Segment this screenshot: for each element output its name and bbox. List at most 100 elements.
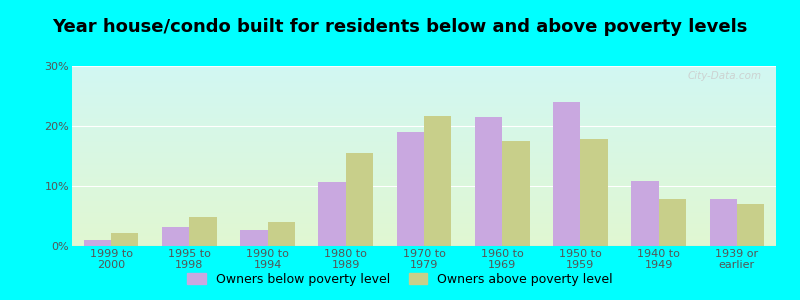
Bar	[72, 213, 776, 214]
Bar	[162, 227, 190, 246]
Bar	[72, 203, 776, 204]
Bar	[72, 86, 776, 87]
Bar	[72, 116, 776, 117]
Bar	[72, 181, 776, 182]
Bar	[72, 89, 776, 90]
Bar	[72, 231, 776, 232]
Bar	[72, 184, 776, 185]
Bar	[72, 145, 776, 146]
Bar	[72, 186, 776, 187]
Bar	[318, 182, 346, 246]
Bar	[72, 97, 776, 98]
Bar	[72, 235, 776, 236]
Bar	[72, 76, 776, 77]
Bar	[72, 160, 776, 161]
Bar	[72, 109, 776, 110]
Bar	[72, 216, 776, 217]
Bar	[72, 209, 776, 210]
Bar	[72, 95, 776, 96]
Bar	[72, 114, 776, 115]
Bar	[72, 170, 776, 171]
Bar	[72, 113, 776, 114]
Bar	[72, 146, 776, 147]
Bar	[72, 154, 776, 155]
Bar	[72, 96, 776, 97]
Bar	[84, 240, 111, 246]
Bar	[72, 104, 776, 105]
Bar	[72, 245, 776, 246]
Bar	[72, 195, 776, 196]
Bar	[72, 217, 776, 218]
Bar	[72, 199, 776, 200]
Bar	[72, 130, 776, 131]
Bar	[72, 229, 776, 230]
Bar	[72, 168, 776, 169]
Bar	[72, 226, 776, 227]
Bar	[72, 187, 776, 188]
Bar	[72, 164, 776, 165]
Bar	[72, 134, 776, 135]
Bar	[72, 220, 776, 221]
Bar	[72, 120, 776, 121]
Bar	[72, 155, 776, 156]
Legend: Owners below poverty level, Owners above poverty level: Owners below poverty level, Owners above…	[182, 268, 618, 291]
Bar	[72, 223, 776, 224]
Bar	[72, 72, 776, 73]
Bar	[72, 93, 776, 94]
Bar	[631, 181, 658, 246]
Bar	[72, 123, 776, 124]
Bar	[72, 110, 776, 111]
Bar	[553, 102, 581, 246]
Bar	[72, 189, 776, 190]
Bar	[72, 167, 776, 168]
Bar	[581, 139, 608, 246]
Bar	[72, 237, 776, 238]
Bar	[72, 94, 776, 95]
Bar	[111, 233, 138, 246]
Bar	[72, 215, 776, 216]
Bar	[72, 151, 776, 152]
Bar	[72, 140, 776, 141]
Bar	[72, 171, 776, 172]
Bar	[72, 158, 776, 159]
Bar	[72, 153, 776, 154]
Bar	[72, 240, 776, 241]
Bar	[72, 142, 776, 143]
Bar	[72, 218, 776, 219]
Bar	[72, 159, 776, 160]
Bar	[72, 165, 776, 166]
Text: Year house/condo built for residents below and above poverty levels: Year house/condo built for residents bel…	[52, 18, 748, 36]
Bar	[72, 73, 776, 74]
Bar	[72, 83, 776, 84]
Bar	[72, 242, 776, 243]
Bar	[72, 90, 776, 91]
Bar	[72, 175, 776, 176]
Bar	[72, 206, 776, 207]
Bar	[72, 210, 776, 211]
Bar	[72, 144, 776, 145]
Bar	[72, 173, 776, 174]
Bar	[72, 136, 776, 137]
Bar	[475, 117, 502, 246]
Bar	[72, 166, 776, 167]
Bar	[424, 116, 451, 246]
Bar	[72, 212, 776, 213]
Bar	[72, 143, 776, 144]
Bar	[72, 133, 776, 134]
Bar	[72, 103, 776, 104]
Bar	[72, 141, 776, 142]
Bar	[72, 156, 776, 157]
Bar	[72, 183, 776, 184]
Bar	[737, 204, 764, 246]
Bar	[72, 201, 776, 202]
Bar	[72, 214, 776, 215]
Bar	[72, 239, 776, 240]
Bar	[72, 99, 776, 100]
Bar	[72, 107, 776, 108]
Bar	[72, 232, 776, 233]
Bar	[72, 87, 776, 88]
Bar	[72, 160, 776, 161]
Bar	[72, 198, 776, 199]
Bar	[72, 100, 776, 101]
Bar	[72, 117, 776, 118]
